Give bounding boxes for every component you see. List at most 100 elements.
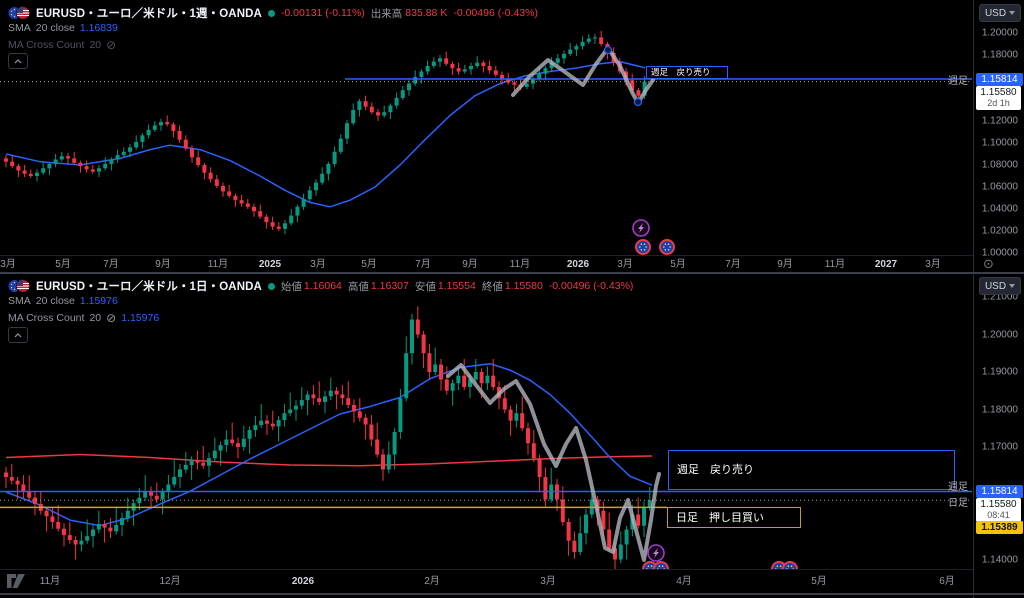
sma-label: SMA bbox=[8, 295, 31, 307]
ma-line[interactable] bbox=[5, 453, 653, 467]
pane-separator[interactable] bbox=[0, 272, 1024, 274]
pane2-series[interactable] bbox=[0, 306, 972, 577]
symbol-logo-icon bbox=[8, 279, 30, 293]
time-tick: 7月 bbox=[725, 258, 741, 270]
pane1-series[interactable] bbox=[0, 30, 972, 255]
price-tick: 1.18000 bbox=[981, 49, 1018, 61]
time-tick: 4月 bbox=[676, 576, 692, 587]
high-label: 高値 bbox=[347, 280, 369, 293]
low-label: 安値 bbox=[414, 280, 436, 293]
time-tick: 3月 bbox=[617, 258, 633, 270]
price-tick: 1.12000 bbox=[981, 115, 1018, 127]
chevron-down-icon bbox=[1009, 284, 1016, 288]
price-tick: 1.04000 bbox=[981, 203, 1018, 215]
pane2-change: -0.00496 (-0.43%) bbox=[548, 280, 634, 292]
pane1-change2: -0.00496 (-0.43%) bbox=[453, 7, 538, 19]
pane1-last-price-box: 1.15580 2d 1h bbox=[976, 86, 1021, 110]
chevron-up-icon bbox=[14, 58, 22, 63]
pane2-sma-row[interactable]: SMA 20 close 1.15976 bbox=[8, 295, 118, 307]
bar-countdown: 08:41 bbox=[987, 510, 1010, 520]
pane2-collapse-button[interactable] bbox=[8, 327, 28, 343]
time-tick: 2026 bbox=[566, 258, 590, 270]
open-label: 始値 bbox=[280, 280, 302, 293]
sma-params: 20 close bbox=[35, 295, 75, 307]
pane2-currency-button[interactable]: USD bbox=[979, 277, 1021, 295]
eu-flag-icon[interactable] bbox=[635, 239, 651, 255]
last-price: 1.15580 bbox=[980, 499, 1017, 510]
candlestick-series[interactable] bbox=[4, 306, 652, 571]
pane2-symbol-title[interactable]: EURUSD・ユーロ／米ドル・1日・OANDA bbox=[36, 281, 262, 293]
time-tick: 12月 bbox=[159, 576, 181, 587]
low-value: 1.15554 bbox=[437, 280, 476, 292]
time-tick: 11月 bbox=[824, 258, 846, 270]
sma-params: 20 close bbox=[35, 22, 75, 34]
pane2-annotation-weekly-sell[interactable]: 週足 戻り売り bbox=[668, 450, 955, 490]
time-tick: 3月 bbox=[540, 576, 556, 587]
time-tick: 9月 bbox=[155, 258, 171, 270]
time-tick: 7月 bbox=[103, 258, 119, 270]
close-value: 1.15580 bbox=[504, 280, 543, 292]
symbol-logo-icon bbox=[8, 6, 30, 20]
eu-flag-icon[interactable] bbox=[659, 239, 675, 255]
pane1-time-axis[interactable]: 3月 5月 7月 9月 11月 2025 3月 5月 7月 9月 11月 2026 3月 5月 7月 9月 11… bbox=[0, 255, 1024, 273]
ma-line[interactable] bbox=[5, 362, 653, 527]
sma-value: 1.15976 bbox=[79, 295, 118, 307]
market-status-icon bbox=[267, 9, 275, 17]
pane1-currency-button[interactable]: USD bbox=[979, 4, 1021, 22]
price-tick: 1.18000 bbox=[981, 404, 1018, 416]
close-label: 終値 bbox=[481, 280, 503, 293]
ma-line[interactable] bbox=[5, 60, 646, 208]
time-tick: 6月 bbox=[939, 576, 955, 587]
time-tick: 2027 bbox=[874, 258, 898, 270]
last-price: 1.15580 bbox=[980, 87, 1017, 98]
price-tick: 1.20000 bbox=[981, 329, 1018, 341]
pane1-sma-row[interactable]: SMA 20 close 1.16839 bbox=[8, 22, 118, 34]
time-tick: 2月 bbox=[424, 576, 440, 587]
pane1-collapse-button[interactable] bbox=[8, 53, 28, 69]
price-tick: 1.08000 bbox=[981, 159, 1018, 171]
drawing-anchor[interactable] bbox=[633, 97, 643, 107]
pane1-symbol-title[interactable]: EURUSD・ユーロ／米ドル・1週・OANDA bbox=[36, 8, 262, 20]
macross-value: 1.15976 bbox=[121, 312, 160, 324]
pane2-last-price-box: 1.15580 08:41 bbox=[976, 498, 1021, 522]
pane1-macross-row[interactable]: MA Cross Count 20 ⊘ bbox=[8, 38, 116, 52]
time-tick: 5月 bbox=[811, 576, 827, 587]
time-tick: 5月 bbox=[670, 258, 686, 270]
macross-label: MA Cross Count bbox=[8, 39, 85, 51]
sma-value: 1.16839 bbox=[79, 22, 118, 34]
time-tick: 7月 bbox=[415, 258, 431, 270]
high-value: 1.16307 bbox=[370, 280, 409, 292]
time-tick: 3月 bbox=[925, 258, 941, 270]
pane2-time-axis[interactable]: 11月 12月 2026 2月 3月 4月 5月 6月 bbox=[0, 569, 1024, 594]
eye-off-icon[interactable]: ⊘ bbox=[106, 38, 117, 52]
pane2-daily-line-label: 日足 bbox=[948, 498, 968, 509]
economic-event-icon[interactable] bbox=[632, 219, 650, 237]
pane2-macross-row[interactable]: MA Cross Count 20 ⊘ 1.15976 bbox=[8, 311, 159, 325]
currency-label: USD bbox=[984, 7, 1007, 19]
price-tick: 1.10000 bbox=[981, 137, 1018, 149]
eye-off-icon[interactable]: ⊘ bbox=[106, 311, 117, 325]
time-tick: 9月 bbox=[462, 258, 478, 270]
open-value: 1.16064 bbox=[303, 280, 342, 292]
price-scale[interactable]: 1.15814 1.15580 2d 1h 1.15814 1.15580 08… bbox=[973, 0, 1024, 598]
time-tick: 11月 bbox=[39, 576, 61, 587]
brush-drawing[interactable] bbox=[446, 363, 661, 562]
drawing-anchor[interactable] bbox=[603, 45, 613, 55]
pane2-daily-level-badge: 1.15389 bbox=[976, 521, 1023, 534]
pane1-header-row: EURUSD・ユーロ／米ドル・1週・OANDA -0.00131 (-0.11%… bbox=[8, 5, 538, 21]
pane1-annotation-weekly-sell[interactable]: 週足 戻り売り bbox=[646, 66, 728, 79]
price-tick: 1.14000 bbox=[981, 554, 1018, 566]
time-tick: 3月 bbox=[0, 258, 16, 270]
price-tick: 1.19000 bbox=[981, 366, 1018, 378]
macross-params: 20 bbox=[89, 312, 102, 324]
scale-settings-icon[interactable]: ⊙ bbox=[983, 256, 994, 271]
time-tick: 5月 bbox=[55, 258, 71, 270]
time-tick: 11月 bbox=[207, 258, 229, 270]
tradingview-logo[interactable] bbox=[6, 571, 30, 596]
pane1-weekly-line-label: 週足 bbox=[948, 76, 968, 87]
price-tick: 1.17000 bbox=[981, 441, 1018, 453]
pane2-annotation-daily-buy[interactable]: 日足 押し目買い bbox=[667, 507, 801, 528]
economic-event-icon[interactable] bbox=[647, 544, 665, 562]
